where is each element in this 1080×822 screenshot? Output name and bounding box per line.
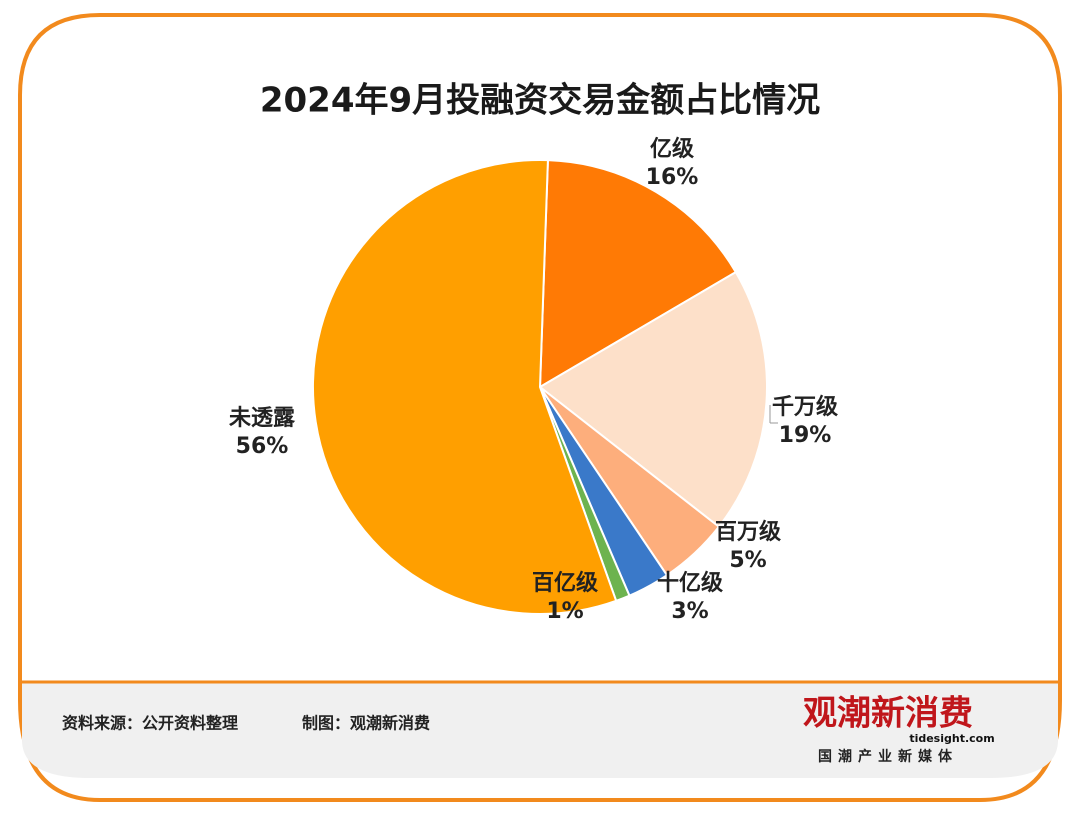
slice-category-label: 亿级	[650, 136, 694, 162]
source-note: 资料来源：公开资料整理	[62, 714, 238, 733]
slice-value-label: 5%	[729, 548, 766, 573]
slice-value-label: 1%	[546, 599, 583, 624]
slice-value-label: 16%	[646, 165, 699, 190]
slice-category-label: 百万级	[715, 519, 781, 545]
slice-value-label: 3%	[671, 599, 708, 624]
logo-site: tidesight.com	[909, 732, 994, 745]
slice-category-label: 未透露	[229, 406, 296, 431]
footer-band	[22, 682, 1058, 778]
slice-category-label: 百亿级	[532, 570, 598, 596]
slice-value-label: 19%	[779, 423, 832, 448]
chart-title: 2024年9月投融资交易金额占比情况	[260, 81, 820, 121]
maker-note: 制图：观潮新消费	[302, 714, 430, 733]
pie-slice	[312, 159, 618, 615]
pie-slice	[538, 159, 738, 389]
slice-value-label: 56%	[236, 434, 289, 459]
logo-slogan: 国潮产业新媒体	[818, 748, 958, 765]
slice-category-label: 十亿级	[657, 570, 723, 596]
logo-name: 观潮新消费	[803, 694, 973, 734]
slice-category-label: 千万级	[772, 394, 838, 420]
pie-slice	[538, 270, 768, 529]
